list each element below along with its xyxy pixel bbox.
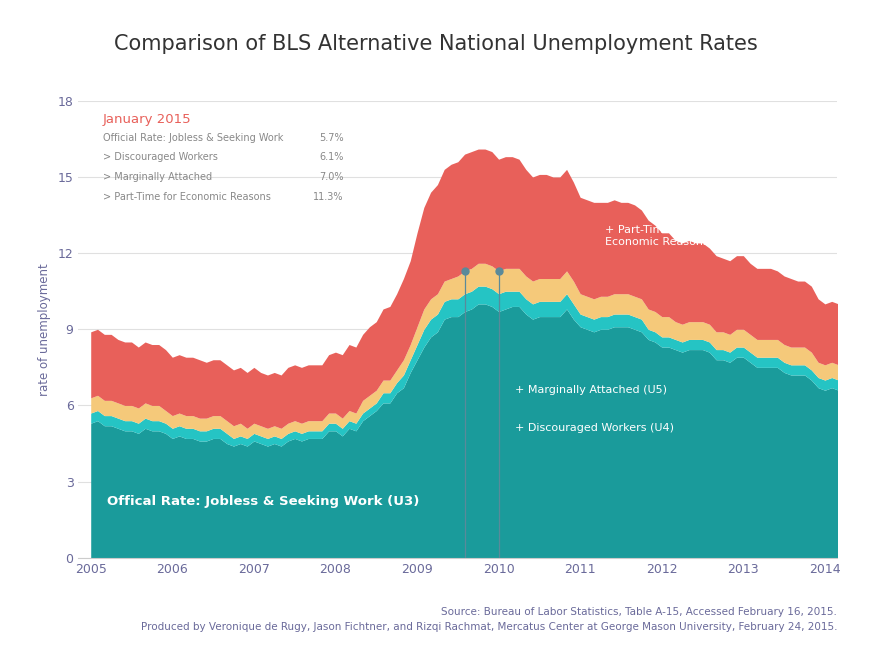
Text: > Part-Time for Economic Reasons: > Part-Time for Economic Reasons bbox=[103, 192, 271, 202]
Text: 11.3%: 11.3% bbox=[313, 192, 344, 202]
Text: Source: Bureau of Labor Statistics, Table A-15, Accessed February 16, 2015.: Source: Bureau of Labor Statistics, Tabl… bbox=[441, 607, 837, 617]
Text: January 2015: January 2015 bbox=[103, 114, 192, 126]
Text: Comparison of BLS Alternative National Unemployment Rates: Comparison of BLS Alternative National U… bbox=[114, 34, 758, 54]
Text: 6.1%: 6.1% bbox=[319, 153, 344, 163]
Y-axis label: rate of unemployment: rate of unemployment bbox=[37, 263, 51, 396]
Text: Official Rate: Jobless & Seeking Work: Official Rate: Jobless & Seeking Work bbox=[103, 132, 283, 142]
Text: + Discouraged Workers (U4): + Discouraged Workers (U4) bbox=[514, 423, 674, 433]
Text: > Marginally Attached: > Marginally Attached bbox=[103, 172, 212, 182]
Text: + Marginally Attached (U5): + Marginally Attached (U5) bbox=[514, 385, 667, 395]
Text: 7.0%: 7.0% bbox=[319, 172, 344, 182]
Text: Offical Rate: Jobless & Seeking Work (U3): Offical Rate: Jobless & Seeking Work (U3… bbox=[107, 495, 419, 509]
Text: Produced by Veronique de Rugy, Jason Fichtner, and Rizqi Rachmat, Mercatus Cente: Produced by Veronique de Rugy, Jason Fic… bbox=[140, 622, 837, 632]
Text: + Part-Time for
Economic Reasons (U6): + Part-Time for Economic Reasons (U6) bbox=[604, 224, 736, 246]
Text: > Discouraged Workers: > Discouraged Workers bbox=[103, 153, 218, 163]
Text: 5.7%: 5.7% bbox=[319, 132, 344, 142]
